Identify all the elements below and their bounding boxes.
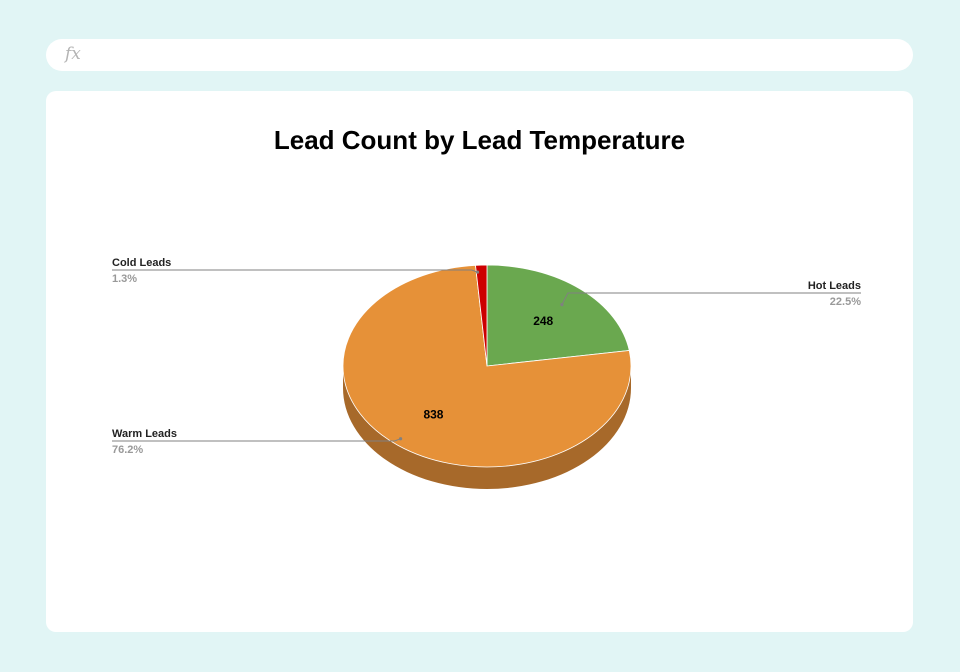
leader-dot-cold-leads: [475, 270, 480, 274]
formula-bar[interactable]: fx: [46, 39, 913, 71]
fx-icon: fx: [65, 44, 81, 64]
leader-dot-hot-leads: [560, 303, 564, 307]
leader-dot-warm-leads: [399, 437, 403, 441]
value-label-hot-leads: 248: [533, 314, 553, 328]
legend-label-warm-leads: Warm Leads: [112, 428, 177, 440]
leader-line-warm-leads: [112, 438, 401, 442]
percent-label-warm-leads: 76.2%: [112, 444, 143, 456]
pie-chart: 248 838 Hot Leads 22.5% Warm Leads 76.2% Cold …: [112, 257, 861, 489]
percent-label-hot-leads: 22.5%: [830, 296, 861, 308]
percent-label-cold-leads: 1.3%: [112, 273, 137, 285]
value-label-warm-leads: 838: [423, 408, 443, 422]
legend-label-cold-leads: Cold Leads: [112, 257, 171, 269]
leader-line-hot-leads: [561, 292, 861, 305]
pie-slice-hot-leads: [486, 264, 630, 367]
pie-side-warm-leads: [343, 366, 631, 489]
chart-title: Lead Count by Lead Temperature: [273, 125, 686, 155]
legend-label-hot-leads: Hot Leads: [808, 280, 861, 292]
pie-slice-cold-leads: [475, 264, 488, 367]
pie-slice-warm-leads: [342, 264, 632, 468]
chart-card: Lead Count by Lead Temperature 248 838 Hot…: [46, 91, 913, 632]
leader-line-cold-leads: [112, 269, 478, 273]
